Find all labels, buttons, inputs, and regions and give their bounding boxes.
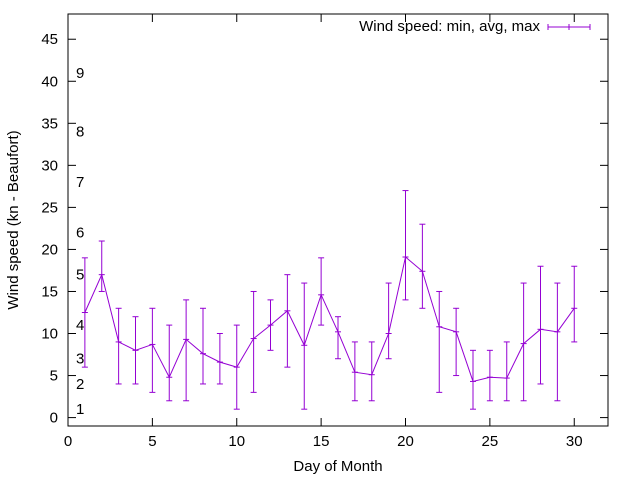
- beaufort-label: 2: [76, 376, 84, 393]
- x-tick-label: 0: [64, 433, 72, 450]
- y-tick-label: 35: [41, 115, 58, 132]
- legend-sample: [547, 24, 591, 30]
- beaufort-label: 8: [76, 124, 84, 141]
- y-tick-label: 20: [41, 241, 58, 258]
- x-axis: 0 5 10 15 20 25 30: [64, 14, 583, 450]
- beaufort-label: 9: [76, 65, 84, 82]
- beaufort-label: 6: [76, 225, 84, 242]
- y-tick-label: 0: [50, 410, 58, 427]
- x-axis-label: Day of Month: [293, 458, 382, 475]
- beaufort-label: 1: [76, 401, 84, 418]
- plot-frame: [67, 13, 609, 427]
- beaufort-label: 3: [76, 351, 84, 368]
- series-line: [84, 256, 575, 383]
- beaufort-scale-labels: 1 2 3 4 5 6 7 8 9: [76, 65, 84, 418]
- beaufort-label: 7: [76, 174, 84, 191]
- data-points: [81, 256, 578, 382]
- x-tick-label: 10: [228, 433, 245, 450]
- y-tick-label: 10: [41, 326, 58, 343]
- y-tick-label: 40: [41, 73, 58, 90]
- y-tick-label: 25: [41, 199, 58, 216]
- y-tick-label: 15: [41, 283, 58, 300]
- x-tick-label: 25: [482, 433, 499, 450]
- y-tick-label: 45: [41, 31, 58, 48]
- y-axis-label: Wind speed (kn - Beaufort): [5, 130, 22, 309]
- x-tick-label: 5: [148, 433, 156, 450]
- x-tick-label: 30: [566, 433, 583, 450]
- beaufort-label: 4: [76, 317, 84, 334]
- x-tick-label: 15: [313, 433, 330, 450]
- y-tick-label: 5: [50, 368, 58, 385]
- legend: Wind speed: min, avg, max: [359, 18, 591, 35]
- y-tick-label: 30: [41, 157, 58, 174]
- x-tick-label: 20: [397, 433, 414, 450]
- beaufort-label: 5: [76, 267, 84, 284]
- error-bars: [81, 190, 578, 410]
- legend-label: Wind speed: min, avg, max: [359, 18, 540, 35]
